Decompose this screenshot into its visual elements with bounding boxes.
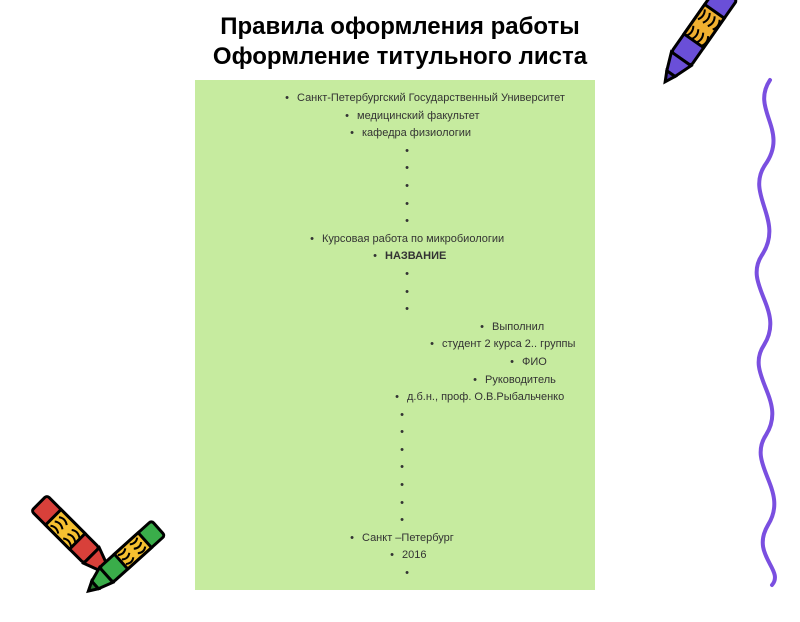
- bullet-line: •: [209, 213, 581, 231]
- bullet-text: д.б.н., проф. О.В.Рыбальченко: [407, 389, 564, 407]
- bullet-line: •: [209, 196, 581, 214]
- bullet-icon: •: [209, 231, 314, 249]
- bullet-line: • НАЗВАНИЕ: [209, 248, 581, 266]
- bullet-text: Санкт –Петербург: [362, 530, 454, 548]
- bullet-icon: •: [209, 389, 399, 407]
- bullet-text: Санкт-Петербургский Государственный Унив…: [297, 90, 565, 108]
- bullet-line: •: [209, 284, 581, 302]
- bullet-icon: •: [209, 90, 289, 108]
- bullet-icon: •: [209, 160, 409, 178]
- bullet-text: медицинский факультет: [357, 108, 480, 126]
- bullet-line: •: [209, 477, 581, 495]
- bullet-line: • Выполнил: [209, 319, 581, 337]
- bullet-line: • Курсовая работа по микробиологии: [209, 231, 581, 249]
- bullet-icon: •: [209, 477, 404, 495]
- bullet-icon: •: [209, 319, 484, 337]
- bullet-icon: •: [209, 565, 409, 583]
- bullet-line: •: [209, 459, 581, 477]
- bullet-line: • Санкт –Петербург: [209, 530, 581, 548]
- bullet-line: •: [209, 143, 581, 161]
- purple-squiggle-icon: [730, 70, 800, 595]
- bullet-icon: •: [209, 407, 404, 425]
- bullet-line: •: [209, 266, 581, 284]
- bullet-line: • студент 2 курса 2.. группы: [209, 336, 581, 354]
- bullet-text: 2016: [402, 547, 426, 565]
- crayon-green-icon: [70, 512, 190, 622]
- bullet-icon: •: [209, 248, 377, 266]
- bullet-icon: •: [209, 530, 354, 548]
- bullet-icon: •: [209, 143, 409, 161]
- bullet-icon: •: [209, 424, 404, 442]
- bullet-line: •: [209, 565, 581, 583]
- bullet-text: Курсовая работа по микробиологии: [322, 231, 504, 249]
- bullet-icon: •: [209, 284, 409, 302]
- bullet-text: ФИО: [522, 354, 547, 372]
- bullet-icon: •: [209, 125, 354, 143]
- bullet-line: • Санкт-Петербургский Государственный Уни…: [209, 90, 581, 108]
- bullet-line: • медицинский факультет: [209, 108, 581, 126]
- title-page-sample: • Санкт-Петербургский Государственный Уни…: [195, 80, 595, 590]
- bullet-line: • ФИО: [209, 354, 581, 372]
- bullet-icon: •: [209, 442, 404, 460]
- bullet-icon: •: [209, 213, 409, 231]
- bullet-icon: •: [209, 336, 434, 354]
- bullet-line: • кафедра физиологии: [209, 125, 581, 143]
- bullet-line: •: [209, 160, 581, 178]
- bullet-line: •: [209, 495, 581, 513]
- bullet-line: •: [209, 424, 581, 442]
- bullet-line: • Руководитель: [209, 372, 581, 390]
- bullet-line: •: [209, 442, 581, 460]
- bullet-text: НАЗВАНИЕ: [385, 248, 446, 266]
- bullet-line: • д.б.н., проф. О.В.Рыбальченко: [209, 389, 581, 407]
- bullet-icon: •: [209, 196, 409, 214]
- bullet-icon: •: [209, 301, 409, 319]
- bullet-text: кафедра физиологии: [362, 125, 471, 143]
- bullet-line: •: [209, 512, 581, 530]
- bullet-icon: •: [209, 372, 477, 390]
- bullet-text: студент 2 курса 2.. группы: [442, 336, 575, 354]
- bullet-icon: •: [209, 266, 409, 284]
- bullet-text: Выполнил: [492, 319, 544, 337]
- bullet-icon: •: [209, 354, 514, 372]
- bullet-icon: •: [209, 178, 409, 196]
- bullet-line: • 2016: [209, 547, 581, 565]
- bullet-line: •: [209, 301, 581, 319]
- bullet-line: •: [209, 407, 581, 425]
- bullet-icon: •: [209, 547, 394, 565]
- bullet-text: Руководитель: [485, 372, 556, 390]
- bullet-line: •: [209, 178, 581, 196]
- bullet-icon: •: [209, 512, 404, 530]
- bullet-icon: •: [209, 459, 404, 477]
- bullet-icon: •: [209, 108, 349, 126]
- bullet-icon: •: [209, 495, 404, 513]
